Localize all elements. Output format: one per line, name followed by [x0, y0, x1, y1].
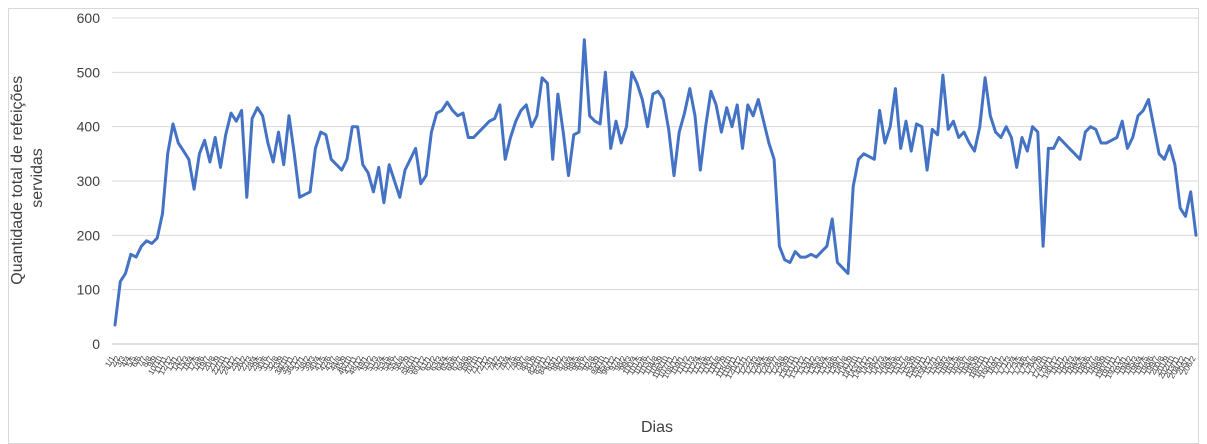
y-tick-label: 300 — [77, 173, 101, 189]
series-group — [113, 38, 1198, 327]
y-tick-label: 200 — [77, 227, 101, 243]
y-tick-label: 600 — [77, 10, 101, 26]
gridlines — [112, 17, 1198, 345]
series-line — [113, 38, 1198, 327]
y-axis-title: Quantidade total de refeições servidas — [9, 71, 46, 284]
y-tick-label: 0 — [92, 336, 100, 352]
y-tick-label: 400 — [77, 119, 101, 135]
x-tick-labels: 1/12/23/34/45/56/67/78/89/910/1011/1112/… — [103, 354, 1198, 380]
chart-frame — [8, 8, 1199, 444]
x-axis-title: Dias — [641, 419, 673, 436]
y-tick-label: 500 — [77, 64, 101, 80]
y-tick-labels: 0 100 200 300 400 500 600 — [77, 10, 101, 352]
y-tick-label: 100 — [77, 282, 101, 298]
